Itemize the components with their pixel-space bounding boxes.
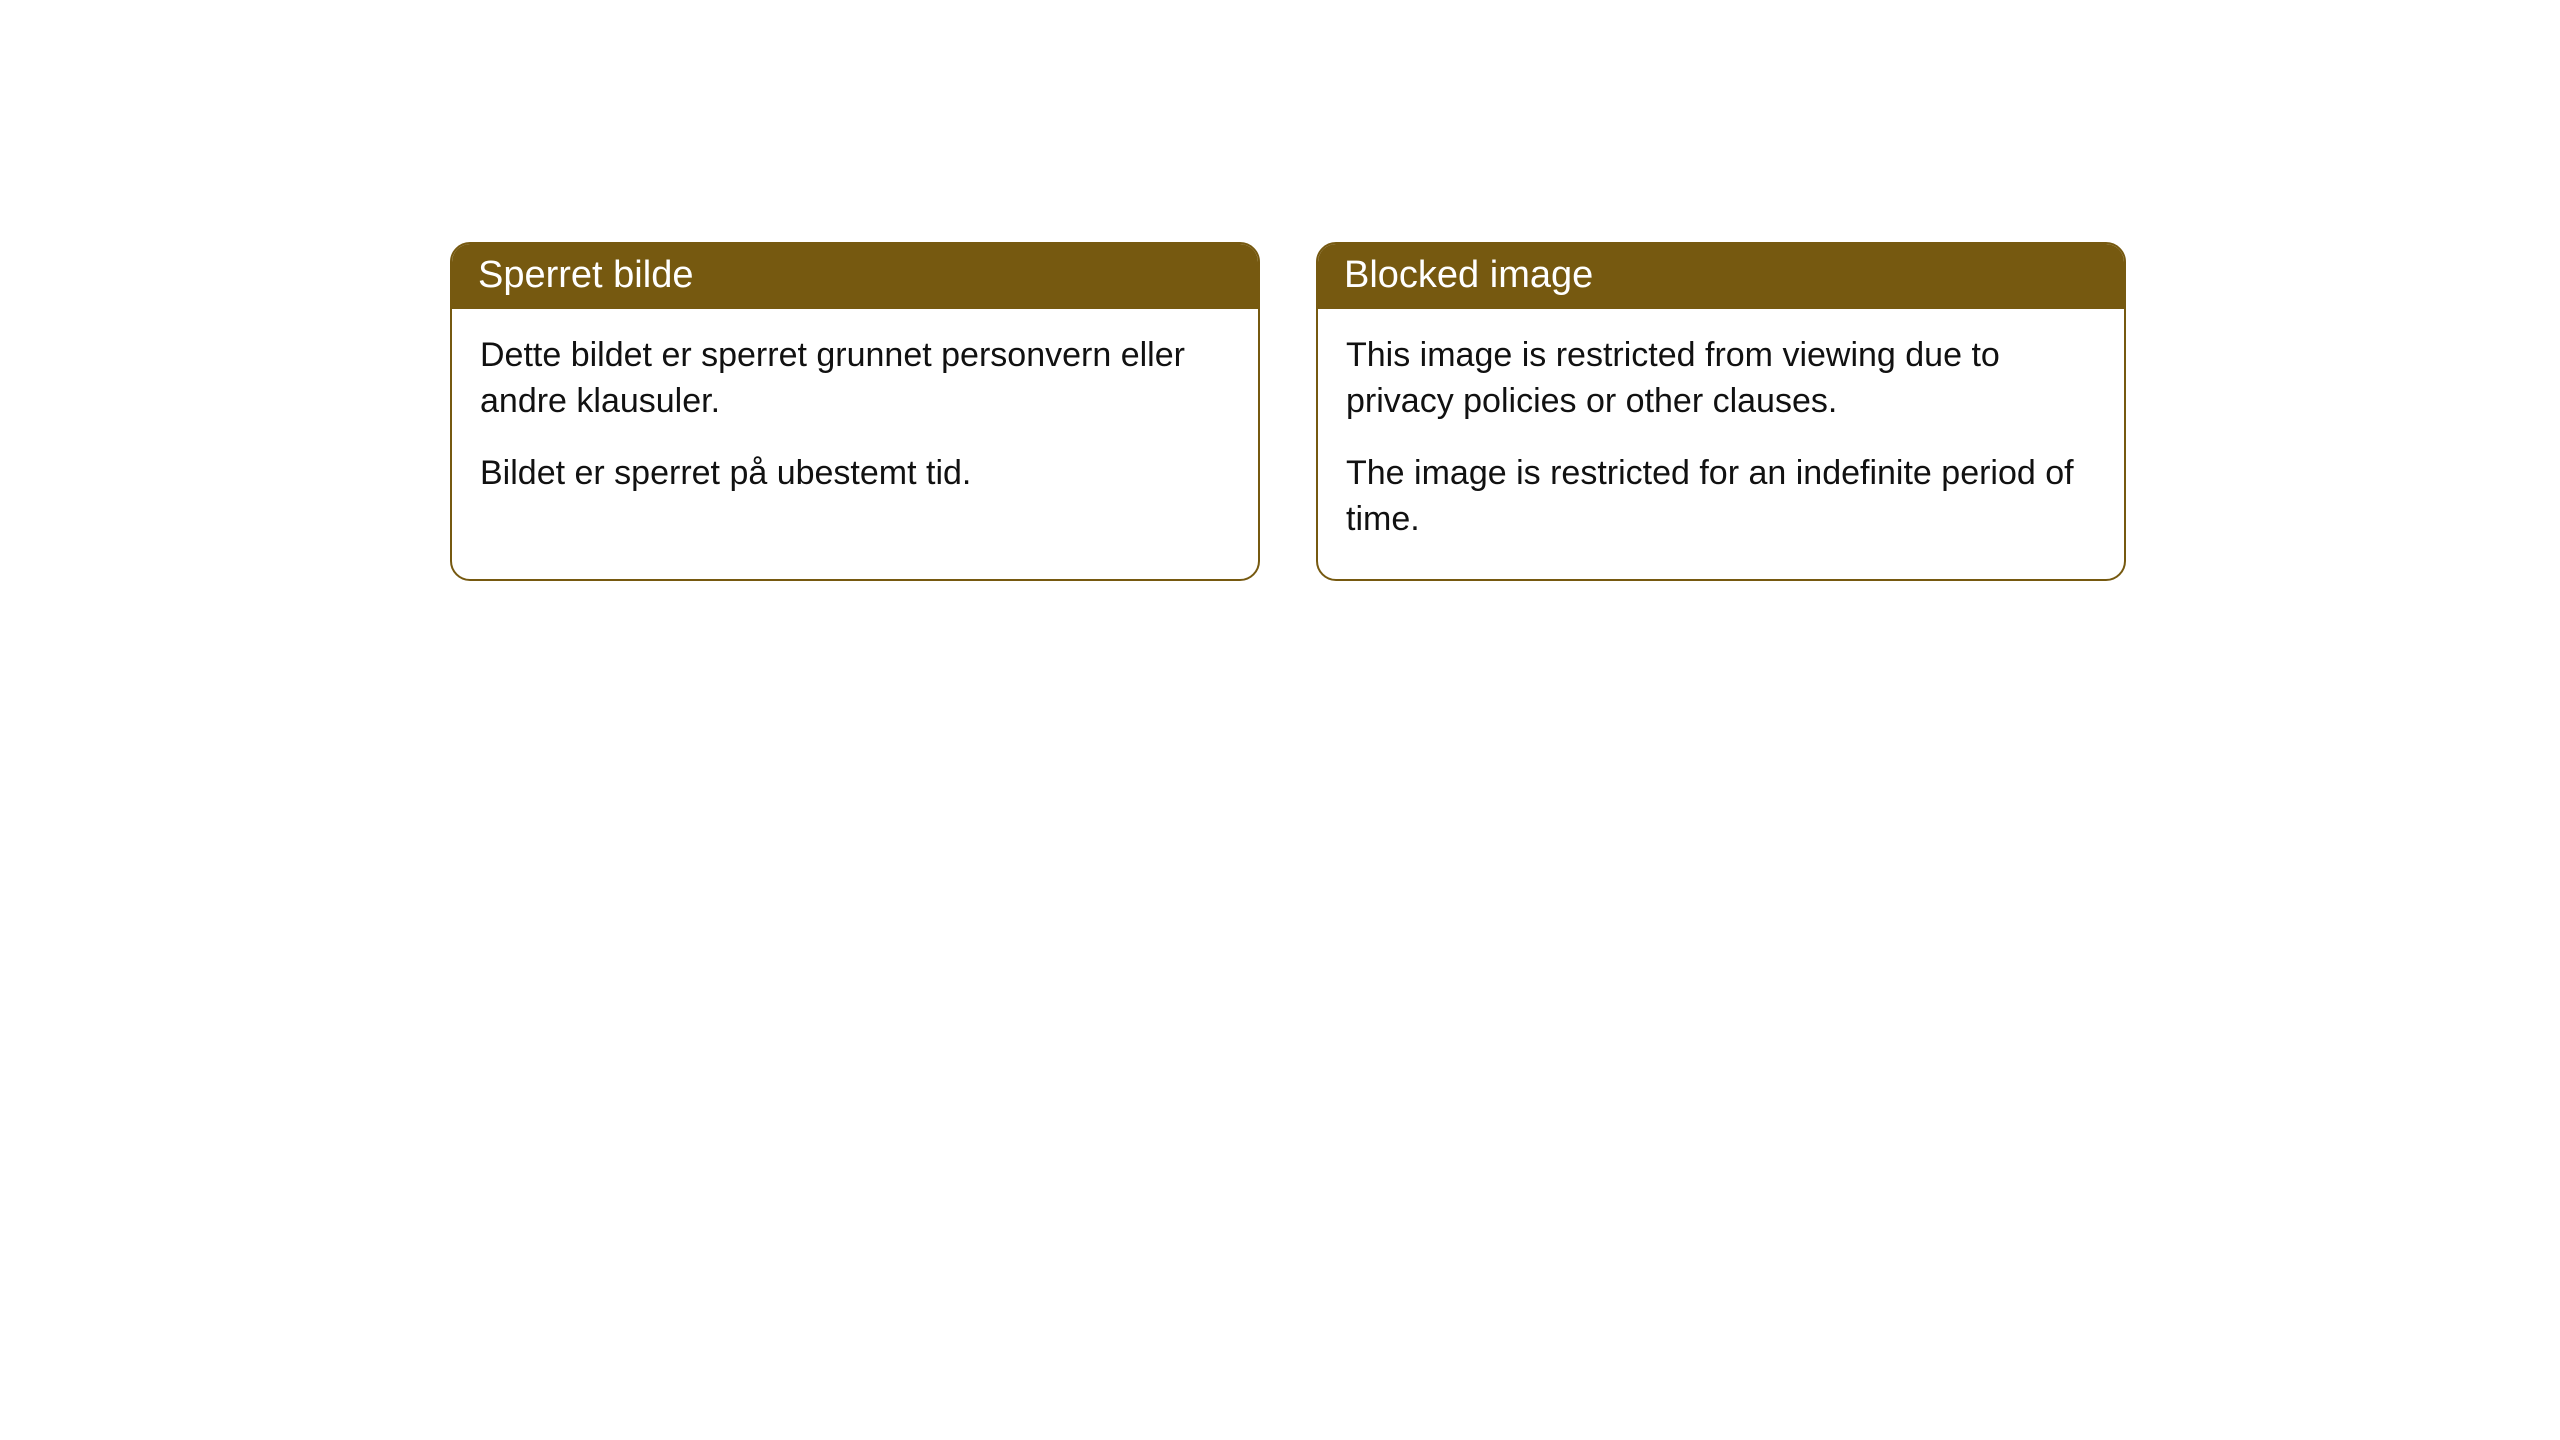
- card-paragraph: Bildet er sperret på ubestemt tid.: [480, 451, 1230, 497]
- card-body: Dette bildet er sperret grunnet personve…: [452, 309, 1258, 533]
- blocked-image-card-no: Sperret bilde Dette bildet er sperret gr…: [450, 242, 1260, 581]
- notice-cards-container: Sperret bilde Dette bildet er sperret gr…: [450, 242, 2126, 581]
- card-body: This image is restricted from viewing du…: [1318, 309, 2124, 579]
- card-paragraph: This image is restricted from viewing du…: [1346, 333, 2096, 425]
- card-paragraph: Dette bildet er sperret grunnet personve…: [480, 333, 1230, 425]
- blocked-image-card-en: Blocked image This image is restricted f…: [1316, 242, 2126, 581]
- card-paragraph: The image is restricted for an indefinit…: [1346, 451, 2096, 543]
- card-header: Blocked image: [1318, 244, 2124, 309]
- card-header: Sperret bilde: [452, 244, 1258, 309]
